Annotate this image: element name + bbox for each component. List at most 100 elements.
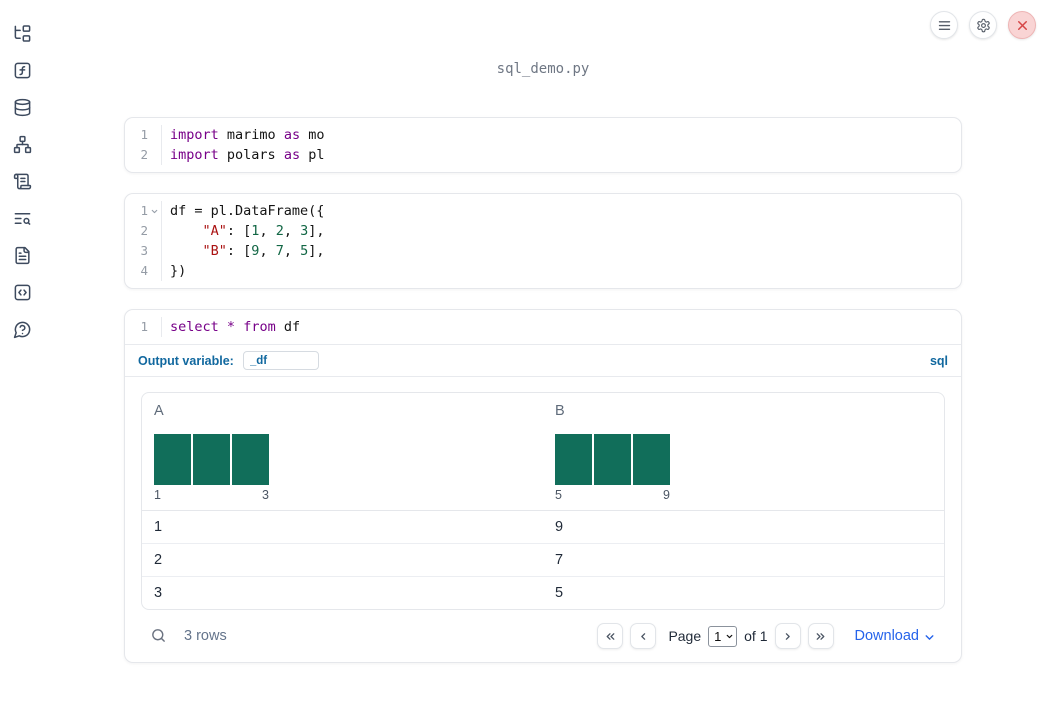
code-text: import marimo as mo [170,127,325,143]
line-number: 3 [140,243,148,258]
table-cell: 3 [154,585,163,601]
code-text: df = pl.DataFrame({ [170,203,325,219]
line-number: 1 [140,127,148,142]
axis-min-label: 5 [555,488,562,502]
chevron-down-icon [923,629,936,644]
code-text: import polars as pl [170,147,325,163]
cell-imports: 1 import marimo as mo 2 import polars as pl [124,117,962,173]
function-square-icon[interactable] [12,60,32,80]
notebook-filename[interactable]: sql_demo.py [496,61,590,77]
fold-slot [148,241,161,261]
database-icon[interactable] [12,97,32,117]
histogram-bar [232,434,269,485]
line-number: 1 [140,203,148,218]
text-search-icon[interactable] [12,208,32,228]
fold-slot [148,261,161,281]
chevrons-left-icon [604,630,617,643]
code-text: select * from df [170,319,301,335]
fold-chevron-icon[interactable] [148,201,161,221]
gear-icon [976,18,991,33]
menu-button[interactable] [930,11,958,39]
code-line: 3 "B": [9, 7, 5], [125,241,961,261]
language-badge: sql [929,353,948,368]
hamburger-menu-icon [937,18,952,33]
code-line: 4}) [125,261,961,281]
table-cell: 5 [555,585,564,601]
fold-slot [148,317,161,337]
table-cell: 1 [154,519,163,535]
table-cell: 9 [555,519,564,535]
line-number: 2 [140,223,148,238]
download-label: Download [854,628,920,644]
axis-max-label: 3 [262,488,269,502]
cell-dataframe: 1 df = pl.DataFrame({2 "A": [1, 2, 3], 3 "… [124,193,962,289]
page-total: of 1 [744,628,768,644]
first-page-button[interactable] [597,623,624,649]
code-square-icon[interactable] [12,282,32,302]
notebook: sql_demo.py 1 import marimo as mo 2 import … [124,0,962,663]
download-button[interactable]: Download [855,628,937,644]
settings-button[interactable] [969,11,997,39]
table-cell: 2 [154,552,163,568]
histogram-bar [633,434,670,485]
page-select-wrap: 1 [708,625,738,647]
help-circle-icon[interactable] [12,319,32,339]
table-footer: 3 rows Page 1 [141,610,945,662]
code-text: "A": [1, 2, 3], [202,223,325,239]
output-variable-label: Output variable: [138,353,234,368]
axis-max-label: 9 [663,488,670,502]
code-line: 1 import marimo as mo [125,125,961,145]
fold-slot [148,221,161,241]
line-number: 1 [140,319,148,334]
file-tree-icon[interactable] [12,23,32,43]
close-icon [1015,18,1030,33]
line-number: 2 [140,147,148,162]
last-page-button[interactable] [807,623,834,649]
next-page-button[interactable] [774,623,801,649]
code-line: 1 select * from df [125,317,961,337]
histogram-bar [594,434,631,485]
column-name: A [154,403,164,419]
shutdown-button[interactable] [1008,11,1036,39]
chevron-left-icon [637,630,650,643]
code-editor[interactable]: 1 df = pl.DataFrame({2 "A": [1, 2, 3], 3 "… [125,194,961,288]
prev-page-button[interactable] [630,623,657,649]
output-variable-input[interactable] [242,351,319,370]
search-icon[interactable] [150,627,168,645]
chevron-right-icon [781,630,794,643]
fold-slot [148,145,161,165]
code-line: 2 import polars as pl [125,145,961,165]
code-line: 1 df = pl.DataFrame({ [125,201,961,221]
sql-options-row: Output variable: sql [125,344,961,376]
page-label: Page [668,628,702,644]
helper-panel-sidebar [0,0,44,713]
code-line: 2 "A": [1, 2, 3], [125,221,961,241]
cell-sql: 1 select * from df Output variable: sql A… [124,309,962,663]
page-select[interactable]: 1 [708,625,738,647]
fold-slot [148,125,161,145]
column-name: B [555,403,565,419]
file-text-icon[interactable] [12,245,32,265]
axis-min-label: 1 [154,488,161,502]
code-editor[interactable]: 1 import marimo as mo 2 import polars as pl [125,118,961,172]
scroll-text-icon[interactable] [12,171,32,191]
line-number: 4 [140,263,148,278]
sql-editor[interactable]: 1 select * from df [125,310,961,344]
row-count: 3 rows [184,628,227,644]
dependency-graph-icon[interactable] [12,134,32,154]
histogram-bar [555,434,592,485]
chevrons-right-icon [814,630,827,643]
histogram-bar [193,434,230,485]
